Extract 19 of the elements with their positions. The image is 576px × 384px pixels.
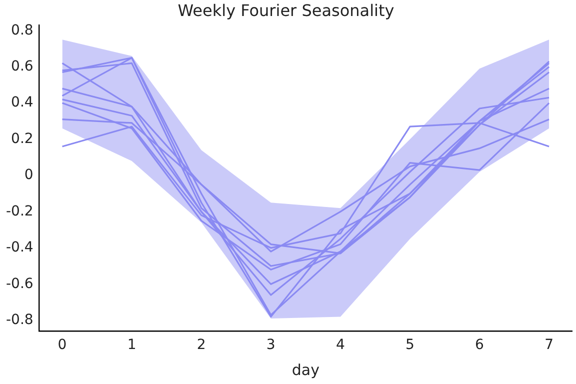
chart-title: Weekly Fourier Seasonality (178, 0, 394, 20)
y-tick-label: -0.6 (6, 276, 34, 292)
y-tick-label: 0.2 (11, 130, 34, 147)
x-tick-label: 1 (127, 337, 136, 354)
y-tick-label: -0.8 (6, 312, 34, 328)
x-tick-label: 3 (266, 337, 276, 354)
y-tick-label: 0.8 (11, 22, 34, 38)
x-tick-label: 4 (336, 337, 345, 354)
x-axis-title: day (292, 360, 320, 379)
x-tick-label: 0 (58, 337, 67, 354)
y-tick-label: 0.6 (11, 58, 34, 74)
y-tick-label: 0.4 (11, 94, 34, 111)
x-tick-label: 7 (544, 337, 554, 354)
x-tick-label: 6 (475, 337, 484, 354)
y-tick-label: -0.2 (6, 203, 34, 220)
x-tick-label: 2 (196, 337, 206, 354)
x-tick-label: 5 (406, 337, 414, 354)
y-tick-label: -0.4 (6, 240, 34, 256)
y-tick-label: 0 (24, 167, 34, 184)
